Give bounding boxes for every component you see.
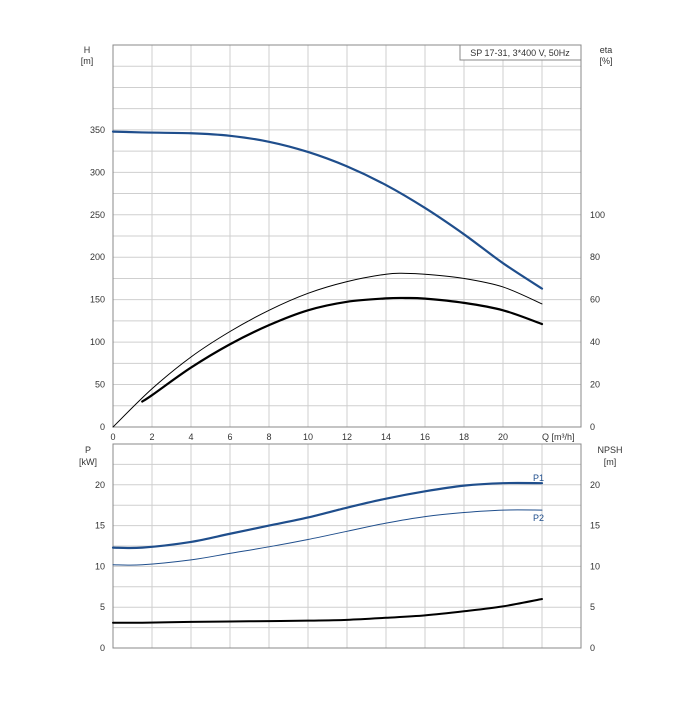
bottom-series-group <box>111 481 544 624</box>
top-left-y-tick-label: 350 <box>90 125 105 135</box>
x-tick-label: 2 <box>149 432 154 442</box>
power-npsh-plot: 0 5 10 15 20 0 5 10 15 20 P [kW] NPSH [m] P1 P2 <box>79 443 623 653</box>
x-tick-label: 6 <box>227 432 232 442</box>
top-right-y-tick-label: 60 <box>590 295 600 305</box>
top-right-ylabel-unit: [%] <box>599 56 612 66</box>
x-tick-label: 14 <box>381 432 391 442</box>
bottom-ticks-group: 0 5 10 15 20 0 5 10 15 20 <box>95 480 600 653</box>
top-left-ylabel-unit: [m] <box>81 56 94 66</box>
top-plot-frame <box>112 44 582 428</box>
title-box <box>459 44 582 61</box>
bottom-right-ylabel-unit: [m] <box>604 457 617 467</box>
top-series-2-line <box>141 296 544 403</box>
x-tick-label: 0 <box>110 432 115 442</box>
top-left-ylabel-name: H <box>84 45 91 55</box>
top-left-y-tick-label: 50 <box>95 380 105 390</box>
chart-title: SP 17-31, 3*400 V, 50Hz <box>470 48 570 58</box>
x-tick-label: 8 <box>266 432 271 442</box>
bottom-plot-frame <box>112 443 582 649</box>
x-tick-label: 18 <box>459 432 469 442</box>
bottom-right-y-tick-label: 10 <box>590 561 600 571</box>
head-efficiency-plot: 0 2 4 6 8 10 12 14 16 18 2005010015020025030035002… <box>81 44 613 442</box>
top-series-1-line <box>112 272 543 428</box>
top-right-y-tick-label: 20 <box>590 380 600 390</box>
series-label-p2: P2 <box>533 513 544 523</box>
bottom-grid <box>113 444 581 648</box>
bottom-right-y-tick-label: 0 <box>590 643 595 653</box>
bottom-right-ylabel-name: NPSH <box>597 445 622 455</box>
bottom-left-y-tick-label: 15 <box>95 521 105 531</box>
series-label-p1: P1 <box>533 473 544 483</box>
bottom-series-0-line <box>111 481 544 550</box>
top-left-y-tick-label: 100 <box>90 337 105 347</box>
top-right-y-tick-label: 100 <box>590 210 605 220</box>
x-tick-label: 4 <box>188 432 193 442</box>
top-left-y-tick-label: 0 <box>100 422 105 432</box>
top-left-y-tick-label: 250 <box>90 210 105 220</box>
bottom-left-y-tick-label: 20 <box>95 480 105 490</box>
top-right-y-tick-label: 40 <box>590 337 600 347</box>
bottom-right-y-tick-label: 20 <box>590 480 600 490</box>
x-tick-label: 16 <box>420 432 430 442</box>
bottom-right-y-tick-label: 15 <box>590 521 600 531</box>
top-grid <box>113 45 581 427</box>
bottom-left-ylabel-name: P <box>85 445 91 455</box>
x-tick-label: 20 <box>498 432 508 442</box>
top-series-0-line <box>111 130 544 290</box>
bottom-left-y-tick-label: 0 <box>100 643 105 653</box>
bottom-left-ylabel-unit: [kW] <box>79 457 97 467</box>
bottom-left-y-tick-label: 10 <box>95 561 105 571</box>
top-left-y-tick-label: 300 <box>90 167 105 177</box>
top-right-y-tick-label: 80 <box>590 252 600 262</box>
top-left-y-tick-label: 150 <box>90 295 105 305</box>
top-left-y-tick-label: 200 <box>90 252 105 262</box>
top-series-group <box>111 130 544 428</box>
top-right-y-tick-label: 0 <box>590 422 595 432</box>
bottom-series-1-line <box>112 509 543 566</box>
bottom-left-y-tick-label: 5 <box>100 602 105 612</box>
x-tick-label: 10 <box>303 432 313 442</box>
bottom-series-2-line <box>112 598 543 624</box>
top-ticks-group: 0 2 4 6 8 10 12 14 16 18 2005010015020025030035002… <box>90 125 605 442</box>
x-tick-label: 12 <box>342 432 352 442</box>
top-right-ylabel-name: eta <box>600 45 613 55</box>
bottom-right-y-tick-label: 5 <box>590 602 595 612</box>
x-axis-label: Q [m³/h] <box>542 432 575 442</box>
